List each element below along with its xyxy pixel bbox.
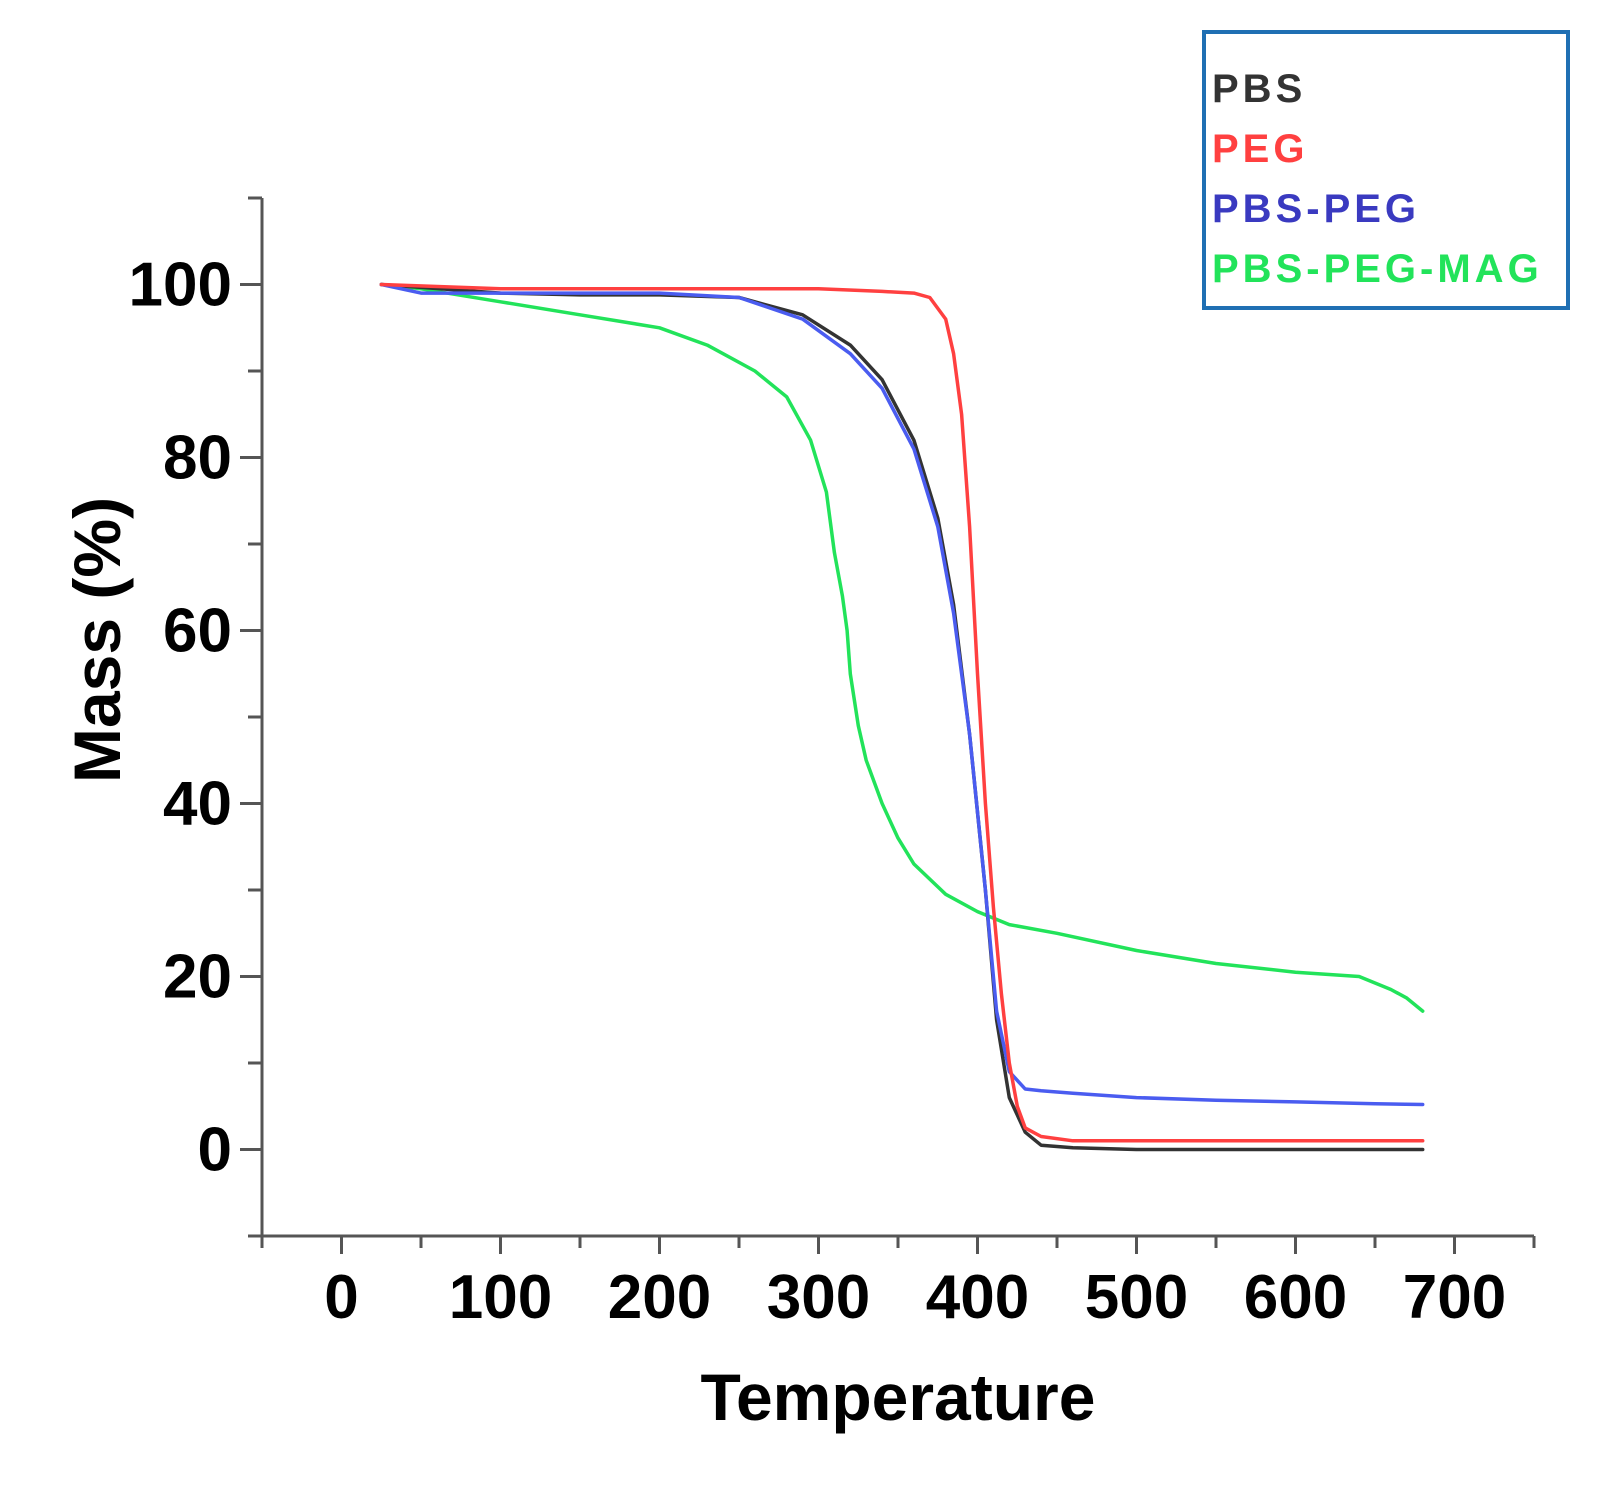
- series-line-peg: [379, 282, 1425, 1143]
- legend-entry-pbs: PBS: [1212, 67, 1306, 111]
- x-tick-label: 0: [324, 1263, 358, 1332]
- y-tick-label: 80: [163, 424, 232, 493]
- series-layer: [379, 282, 1425, 1152]
- x-tick-label: 300: [767, 1263, 870, 1332]
- series-line-pbs-peg: [379, 282, 1425, 1107]
- y-tick-label: 100: [129, 251, 232, 320]
- x-axis-title: Temperature: [701, 1360, 1096, 1434]
- x-tick-label: 100: [449, 1263, 552, 1332]
- legend-box: [1202, 30, 1570, 310]
- legend-entry-pbs-peg-mag: PBS-PEG-MAG: [1212, 247, 1543, 291]
- y-tick-label: 0: [198, 1116, 232, 1185]
- x-tick-label: 600: [1244, 1263, 1347, 1332]
- y-tick-label: 40: [163, 770, 232, 839]
- x-tick-label: 500: [1085, 1263, 1188, 1332]
- legend-entry-pbs-peg: PBS-PEG: [1212, 187, 1420, 231]
- axes: 0 20 40 60 80 100 0 100 200 300 400 500 600 700 Temper…: [60, 196, 1536, 1434]
- y-axis-title: Mass (%): [60, 497, 134, 783]
- x-tick-label: 700: [1403, 1263, 1506, 1332]
- series-line-pbs-peg-mag: [379, 282, 1425, 1013]
- x-tick-label: 200: [608, 1263, 711, 1332]
- y-tick-label: 60: [163, 597, 232, 666]
- legend-entry-peg: PEG: [1212, 127, 1308, 171]
- legend: PBS PEG PBS-PEG PBS-PEG-MAG: [1202, 30, 1570, 310]
- y-tick-label: 20: [163, 943, 232, 1012]
- x-tick-label: 400: [926, 1263, 1029, 1332]
